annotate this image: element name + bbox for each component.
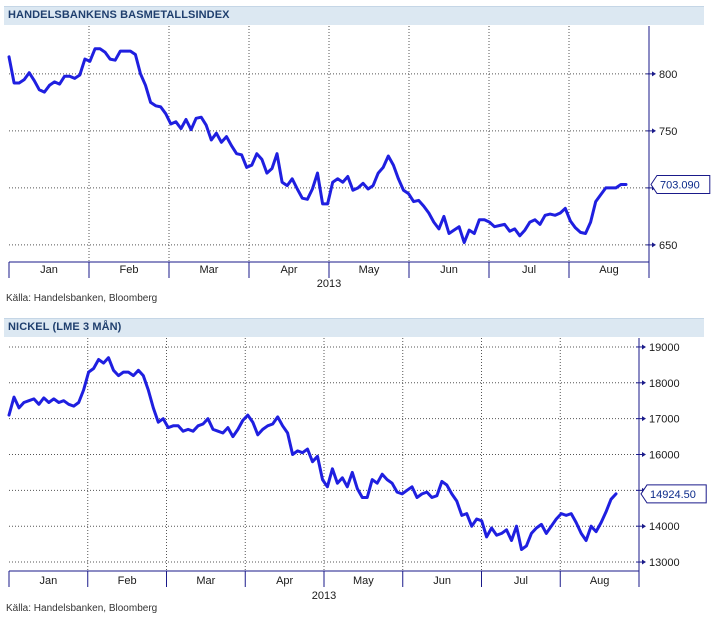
x-tick-label: Jan	[40, 575, 58, 587]
chart-panel-basmetallsindex: HANDELSBANKENS BASMETALLSINDEX Jan Feb Mar…	[0, 0, 711, 308]
x-tick-label: Jan	[40, 264, 58, 276]
chart-title-bar: HANDELSBANKENS BASMETALLSINDEX	[4, 6, 704, 25]
y-tick-arrow	[642, 559, 646, 565]
y-tick-arrow	[642, 452, 646, 457]
x-tick-label: May	[353, 575, 374, 587]
line-chart-basmetallsindex: JanFebMarAprMayJunJulAug2013650700750800…	[7, 26, 711, 290]
x-tick-label: Jun	[433, 575, 451, 587]
x-tick-label: Jul	[514, 575, 528, 587]
y-tick-label: 650	[659, 240, 677, 252]
x-tick-label: Aug	[590, 575, 610, 587]
y-tick-arrow	[642, 344, 646, 350]
x-tick-label: Mar	[196, 575, 215, 587]
last-value-label: 703.090	[660, 179, 700, 191]
y-tick-arrow	[652, 128, 656, 134]
x-tick-label: Jun	[440, 264, 458, 276]
x-tick-label: Apr	[276, 575, 293, 587]
source-note: Källa: Handelsbanken, Bloomberg	[6, 293, 158, 304]
source-note: Källa: Handelsbanken, Bloomberg	[6, 603, 158, 614]
y-tick-label: 14000	[649, 521, 680, 533]
chart-title: NICKEL (LME 3 MÅN)	[8, 321, 122, 333]
last-value-callout	[650, 174, 711, 194]
x-tick-label: Feb	[120, 264, 139, 276]
y-tick-arrow	[642, 523, 646, 529]
y-tick-label: 750	[659, 126, 677, 138]
x-axis-year-label: 2013	[317, 278, 341, 290]
x-axis-year-label: 2013	[312, 590, 336, 602]
chart-panel-nickel: NICKEL (LME 3 MÅN) Jan Feb Mar Apr May Jun Jul…	[0, 312, 711, 620]
y-tick-label: 16000	[649, 450, 680, 462]
x-tick-label: Aug	[599, 264, 619, 276]
last-value-callout	[640, 484, 707, 504]
x-tick-label: Feb	[118, 575, 137, 587]
y-tick-label: 18000	[649, 378, 680, 390]
x-tick-label: Apr	[280, 264, 297, 276]
y-tick-label: 800	[659, 69, 677, 81]
y-tick-label: 17000	[649, 414, 680, 426]
last-value-label: 14924.50	[650, 489, 696, 501]
y-tick-label: 19000	[649, 342, 680, 354]
x-tick-label: May	[359, 264, 380, 276]
series-line	[7, 356, 618, 551]
x-tick-label: Mar	[200, 264, 219, 276]
chart-title-bar: NICKEL (LME 3 MÅN)	[4, 318, 704, 337]
y-tick-label: 13000	[649, 557, 680, 569]
series-line	[7, 47, 628, 245]
y-tick-arrow	[642, 416, 646, 422]
y-tick-arrow	[642, 380, 646, 386]
y-tick-arrow	[652, 242, 656, 248]
line-chart-nickel: JanFebMarAprMayJunJulAug2013130001400015…	[7, 338, 707, 602]
chart-title: HANDELSBANKENS BASMETALLSINDEX	[8, 9, 230, 21]
y-tick-arrow	[652, 71, 656, 77]
x-tick-label: Jul	[522, 264, 536, 276]
